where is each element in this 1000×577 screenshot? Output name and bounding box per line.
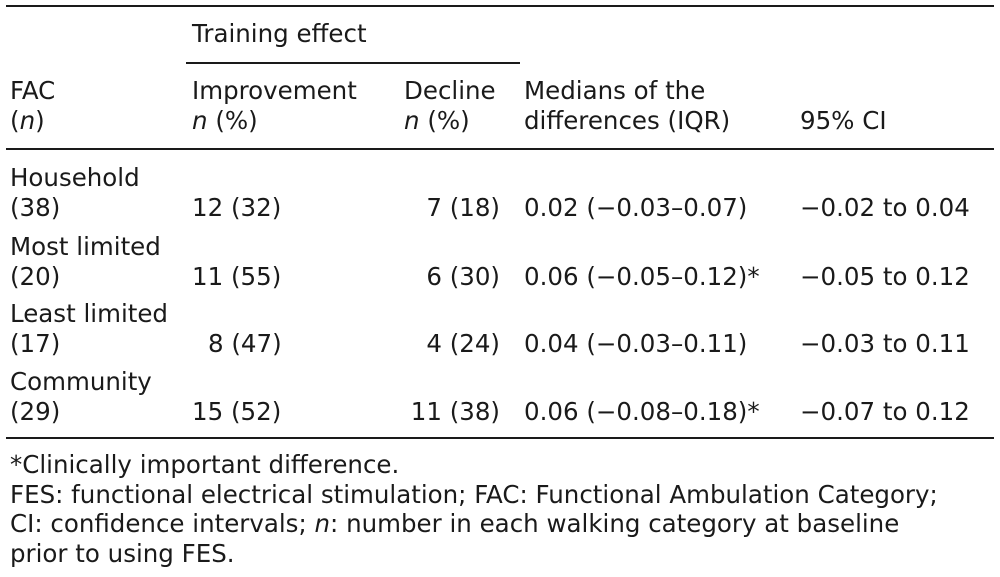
row-improvement: 11 (55) xyxy=(192,262,282,291)
row-decline: 7 (18) xyxy=(426,193,500,222)
header-improvement-unit: n (%) xyxy=(192,106,258,135)
row-ci: −0.02 to 0.04 xyxy=(800,193,970,222)
header-medians-line1: Medians of the xyxy=(524,76,706,105)
row-category: Community xyxy=(10,367,152,396)
row-improvement: 12 (32) xyxy=(192,193,282,222)
header-medians-line2: differences (IQR) xyxy=(524,106,731,135)
top-rule xyxy=(6,5,994,7)
row-n: (20) xyxy=(10,262,61,291)
row-category: Least limited xyxy=(10,299,168,328)
row-improvement: 15 (52) xyxy=(192,397,282,426)
row-category: Household xyxy=(10,163,140,192)
spanner-rule xyxy=(186,62,520,64)
row-category: Most limited xyxy=(10,232,161,261)
row-ci: −0.05 to 0.12 xyxy=(800,262,970,291)
row-decline: 6 (30) xyxy=(426,262,500,291)
row-median: 0.04 (−0.03–0.11) xyxy=(524,329,748,358)
table-footnotes: *Clinically important difference. FES: f… xyxy=(10,450,995,568)
row-n: (38) xyxy=(10,193,61,222)
row-n: (29) xyxy=(10,397,61,426)
row-improvement: 8 (47) xyxy=(208,329,282,358)
footnote-clinical: *Clinically important difference. xyxy=(10,450,400,479)
row-ci: −0.07 to 0.12 xyxy=(800,397,970,426)
footnote-ci-n: CI: confidence intervals; n: number in e… xyxy=(10,509,900,538)
row-median: 0.06 (−0.05–0.12)* xyxy=(524,262,760,291)
row-median: 0.06 (−0.08–0.18)* xyxy=(524,397,760,426)
row-median: 0.02 (−0.03–0.07) xyxy=(524,193,748,222)
footnote-prior-fes: prior to using FES. xyxy=(10,538,235,568)
row-decline: 11 (38) xyxy=(410,397,500,426)
header-rule xyxy=(6,148,994,150)
header-fac: FAC xyxy=(10,76,56,105)
bottom-rule xyxy=(6,437,994,439)
header-fac-n: (n) xyxy=(10,106,45,135)
header-ci: 95% CI xyxy=(800,106,887,135)
row-ci: −0.03 to 0.11 xyxy=(800,329,970,358)
footnote-abbreviations: FES: functional electrical stimulation; … xyxy=(10,479,938,509)
header-decline: Decline xyxy=(404,76,496,105)
row-decline: 4 (24) xyxy=(426,329,500,358)
row-n: (17) xyxy=(10,329,61,358)
spanner-training-effect: Training effect xyxy=(192,19,367,48)
header-decline-unit: n (%) xyxy=(404,106,470,135)
header-improvement: Improvement xyxy=(192,76,357,105)
